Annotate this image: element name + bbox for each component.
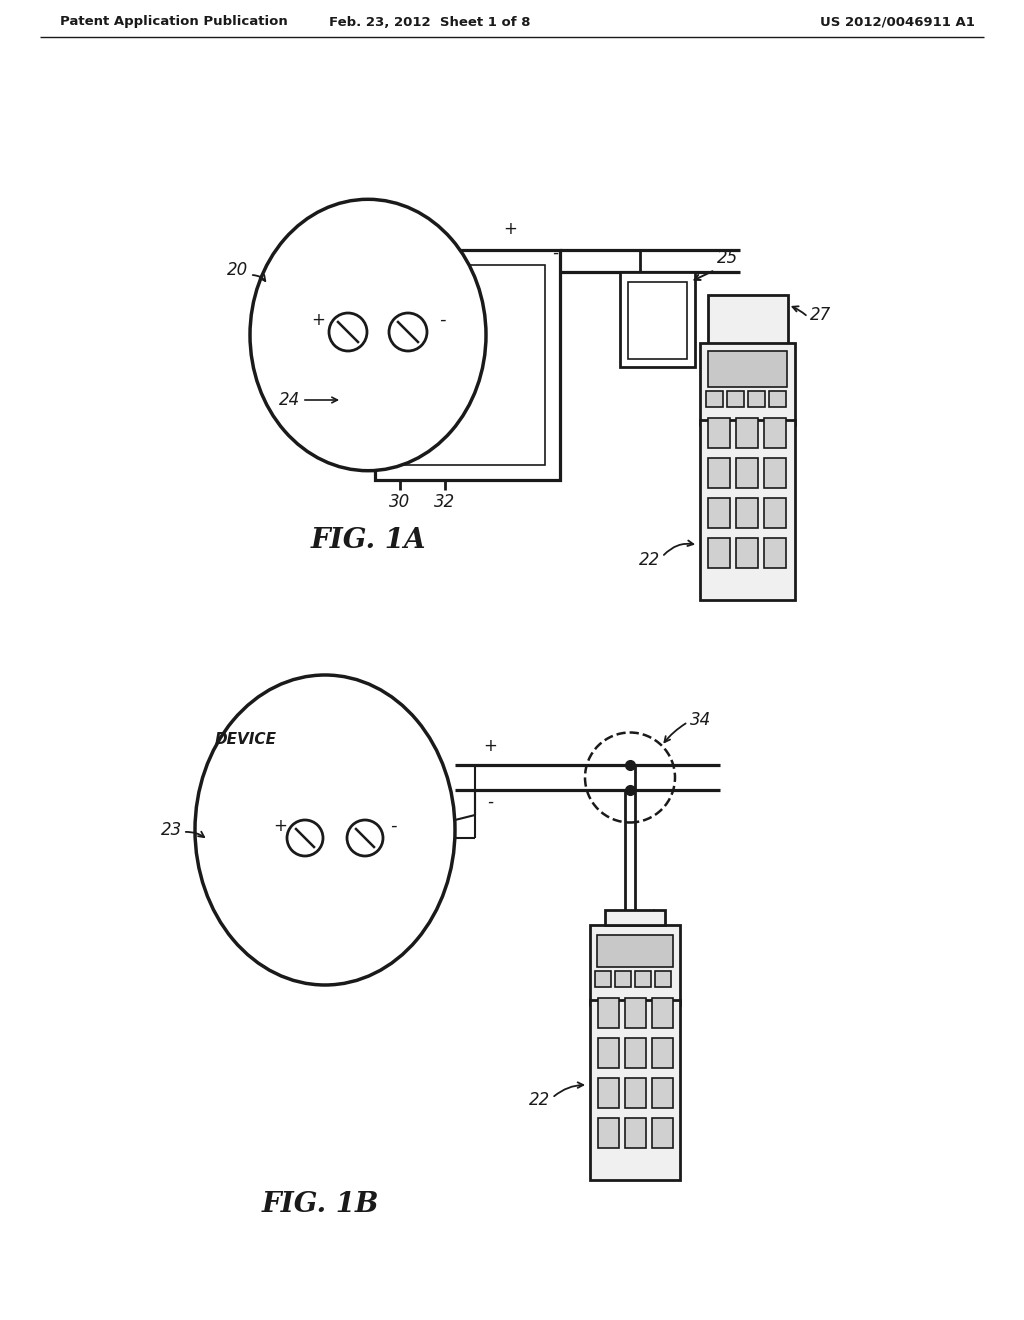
Bar <box>736 418 758 447</box>
Bar <box>708 351 787 387</box>
Text: 25: 25 <box>717 249 738 267</box>
Bar <box>769 391 786 407</box>
Circle shape <box>389 313 427 351</box>
Bar <box>598 1118 618 1148</box>
Text: US 2012/0046911 A1: US 2012/0046911 A1 <box>820 16 975 29</box>
Text: 23: 23 <box>161 821 182 840</box>
Bar <box>590 1001 680 1180</box>
Text: +: + <box>273 817 287 836</box>
Bar <box>615 972 631 987</box>
Text: FIG. 1A: FIG. 1A <box>310 527 426 553</box>
Text: +: + <box>311 312 325 329</box>
Bar <box>736 458 758 488</box>
Text: 27: 27 <box>810 306 831 323</box>
Bar <box>706 391 723 407</box>
Text: DEVICE: DEVICE <box>215 733 278 747</box>
Bar <box>620 272 695 367</box>
Bar <box>700 343 795 425</box>
Bar <box>652 998 673 1028</box>
Text: 20: 20 <box>226 261 248 279</box>
Ellipse shape <box>195 675 455 985</box>
Bar <box>736 498 758 528</box>
Bar <box>748 391 765 407</box>
Bar <box>365 388 382 411</box>
Circle shape <box>287 820 323 855</box>
Text: +: + <box>503 220 517 238</box>
Bar <box>625 1118 646 1148</box>
Bar <box>597 935 673 968</box>
Text: 32: 32 <box>434 492 456 511</box>
Circle shape <box>347 820 383 855</box>
Text: 30: 30 <box>389 492 411 511</box>
Text: Feb. 23, 2012  Sheet 1 of 8: Feb. 23, 2012 Sheet 1 of 8 <box>330 16 530 29</box>
Bar <box>700 420 795 601</box>
Text: -: - <box>487 793 493 810</box>
Bar <box>736 539 758 568</box>
Bar <box>625 1038 646 1068</box>
Bar <box>605 909 665 925</box>
Bar <box>652 1078 673 1107</box>
Bar <box>708 418 730 447</box>
Bar <box>764 458 786 488</box>
Bar <box>652 1118 673 1148</box>
Bar <box>345 388 362 411</box>
Bar <box>595 972 611 987</box>
Bar <box>764 418 786 447</box>
Bar <box>590 925 680 1005</box>
Bar <box>655 972 671 987</box>
Bar <box>625 1078 646 1107</box>
Bar <box>708 294 788 345</box>
Ellipse shape <box>250 199 486 471</box>
Text: +: + <box>483 737 497 755</box>
Text: 34: 34 <box>690 711 712 729</box>
Bar <box>375 249 560 480</box>
Circle shape <box>329 313 367 351</box>
Text: FIG. 1B: FIG. 1B <box>261 1192 379 1218</box>
Bar <box>764 539 786 568</box>
Text: Patent Application Publication: Patent Application Publication <box>60 16 288 29</box>
Bar <box>708 458 730 488</box>
Bar <box>625 998 646 1028</box>
Text: -: - <box>390 817 396 836</box>
Text: 22: 22 <box>528 1092 550 1109</box>
Bar <box>598 998 618 1028</box>
Bar <box>390 265 545 465</box>
Bar <box>385 388 402 411</box>
Bar <box>598 1038 618 1068</box>
Bar <box>708 498 730 528</box>
Bar <box>652 1038 673 1068</box>
Bar <box>628 282 687 359</box>
Bar <box>764 498 786 528</box>
Bar <box>598 1078 618 1107</box>
Bar <box>708 539 730 568</box>
Bar <box>635 972 651 987</box>
Text: 24: 24 <box>279 391 300 409</box>
Text: -: - <box>438 312 445 329</box>
Text: -: - <box>552 244 558 261</box>
Bar <box>727 391 744 407</box>
Text: 22: 22 <box>639 550 660 569</box>
